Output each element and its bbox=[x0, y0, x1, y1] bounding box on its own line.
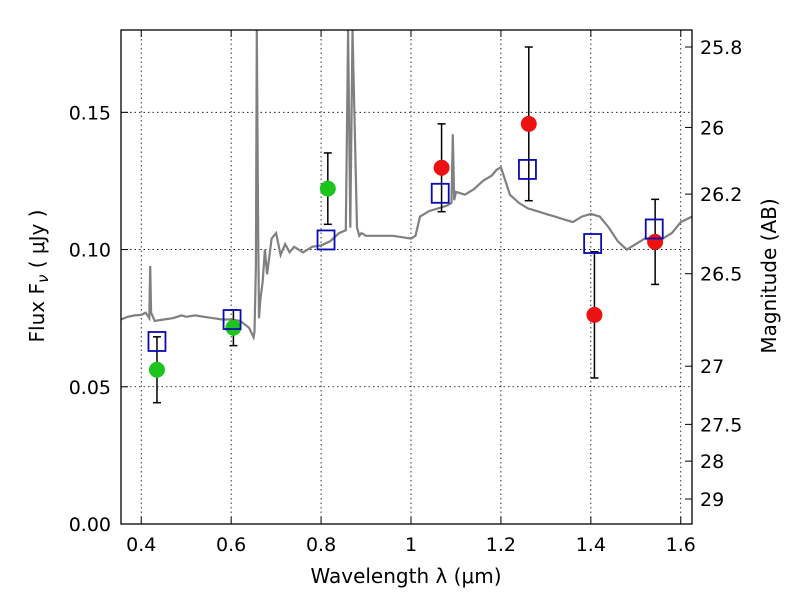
data-marks bbox=[147, 46, 664, 404]
y-axis-label-main: Flux F bbox=[25, 283, 49, 342]
red-data-point bbox=[586, 306, 603, 323]
x-tick-label: 0.6 bbox=[216, 534, 246, 556]
red-data-point bbox=[647, 233, 664, 250]
y2-axis-label: Magnitude (AB) bbox=[757, 198, 781, 353]
x-tick-label: 0.8 bbox=[306, 534, 336, 556]
grid-lines bbox=[121, 30, 692, 525]
y-axis-label: Flux Fν ( μJy ) bbox=[25, 210, 52, 343]
y-tick-label: 0.05 bbox=[69, 377, 111, 399]
y-tick-label: 0.00 bbox=[69, 514, 111, 536]
y2-tick-label: 28 bbox=[700, 451, 724, 473]
green-data-point bbox=[225, 319, 242, 336]
red-data-point bbox=[520, 115, 537, 132]
y-tick-label: 0.15 bbox=[69, 102, 111, 124]
x-axis-label: Wavelength λ (μm) bbox=[310, 564, 501, 588]
y2-tick-label: 27.5 bbox=[700, 414, 742, 436]
y-axis-label-sub: ν bbox=[34, 275, 52, 283]
model-box-point bbox=[644, 218, 664, 240]
y-axis: 0.00 0.05 0.10 0.15 bbox=[69, 102, 128, 536]
x-tick-label: 1 bbox=[405, 534, 417, 556]
model-spectrum-layer bbox=[121, 30, 692, 342]
y2-axis: 25.8 26 26.2 26.5 27 27.5 28 29 bbox=[685, 37, 742, 511]
green-data-point bbox=[148, 361, 165, 378]
x-tick-label: 1.6 bbox=[666, 534, 696, 556]
green-data-point bbox=[319, 180, 336, 197]
plot-frame bbox=[120, 29, 693, 525]
model-box-point bbox=[583, 233, 603, 254]
y2-tick-label: 25.8 bbox=[700, 37, 742, 59]
y2-tick-label: 26.2 bbox=[700, 184, 742, 206]
model-box-point bbox=[222, 309, 242, 330]
model-box-point bbox=[316, 229, 336, 251]
y2-tick-label: 26 bbox=[700, 117, 724, 139]
y-axis-label-unit: ( μJy ) bbox=[25, 210, 49, 275]
y2-tick-label: 26.5 bbox=[700, 264, 742, 286]
y2-tick-label: 27 bbox=[700, 356, 724, 378]
model-box-point bbox=[147, 331, 167, 352]
model-box-point bbox=[430, 182, 450, 204]
model-spectrum-line bbox=[121, 30, 692, 342]
x-tick-label: 1.4 bbox=[576, 534, 606, 556]
x-tick-label: 1.2 bbox=[486, 534, 516, 556]
y2-tick-label: 29 bbox=[700, 489, 724, 511]
y-tick-label: 0.10 bbox=[69, 240, 111, 262]
x-tick-label: 0.4 bbox=[126, 534, 156, 556]
red-data-point bbox=[433, 159, 450, 176]
model-box-point bbox=[518, 159, 537, 180]
x-axis: 0.4 0.6 0.8 1 1.2 1.4 1.6 bbox=[126, 30, 696, 556]
